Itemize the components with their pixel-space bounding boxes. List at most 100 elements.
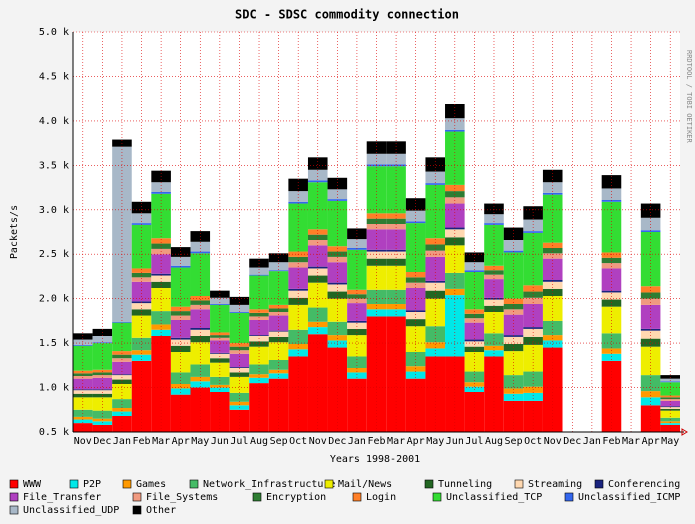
axis-arrow xyxy=(681,428,688,436)
bar-segment xyxy=(170,339,191,346)
bar-segment xyxy=(445,129,465,132)
legend-label: Other xyxy=(146,505,176,516)
bar-segment xyxy=(523,304,543,328)
x-tick-label: Jul xyxy=(230,436,248,447)
x-tick-label: Sep xyxy=(505,436,523,447)
bar-segment xyxy=(523,285,543,292)
bar-segment xyxy=(542,280,563,282)
bar-segment xyxy=(151,182,171,192)
legend-swatch xyxy=(324,479,334,489)
x-tick-label: Feb xyxy=(367,436,385,447)
bar-segment xyxy=(190,251,211,254)
y-tick-label: 3.0 k xyxy=(39,205,69,216)
bar-segment xyxy=(307,229,328,235)
bar-segment xyxy=(229,346,250,351)
bar-segment xyxy=(327,282,348,285)
legend-label: Encryption xyxy=(266,492,326,503)
legend-swatch xyxy=(9,492,19,502)
bar-segment xyxy=(386,309,406,317)
bar-segment xyxy=(425,250,446,257)
bar-segment xyxy=(151,273,171,276)
bar-segment xyxy=(131,303,152,310)
bar-segment xyxy=(405,198,426,211)
bar-segment xyxy=(405,272,426,278)
legend-label: Unclassified_ICMP xyxy=(578,492,680,503)
bar-segment xyxy=(347,322,367,329)
bar-segment xyxy=(366,153,387,165)
bar-segment xyxy=(660,406,680,408)
bar-segment xyxy=(405,221,426,224)
bar-segment xyxy=(210,392,230,432)
bar-segment xyxy=(190,328,211,330)
bar-segment xyxy=(366,224,387,230)
bar-segment xyxy=(366,304,387,310)
bar-segment xyxy=(640,330,661,339)
legend-label: Login xyxy=(366,492,396,503)
bar-segment xyxy=(425,171,446,184)
legend-swatch xyxy=(252,492,262,502)
bar-segment xyxy=(640,232,661,287)
bar-segment xyxy=(92,410,113,419)
bar-segment xyxy=(484,203,504,215)
bar-segment xyxy=(640,304,661,329)
x-tick-label: Jan xyxy=(348,436,366,447)
bar-segment xyxy=(249,275,269,310)
x-tick-label: Apr xyxy=(407,436,425,447)
bar-segment xyxy=(366,141,387,154)
legend-swatch xyxy=(594,479,604,489)
bar-segment xyxy=(170,372,191,384)
bar-segment xyxy=(170,388,191,395)
bar-segment xyxy=(660,423,680,425)
bar-segment xyxy=(268,373,289,379)
bar-segment xyxy=(523,336,543,345)
y-axis-title: Packets/s xyxy=(9,205,20,259)
bar-segment xyxy=(542,253,563,259)
x-tick-label: Feb xyxy=(602,436,620,447)
bar-segment xyxy=(73,416,93,420)
bar-segment xyxy=(445,104,465,119)
bar-segment xyxy=(288,356,308,432)
bar-segment xyxy=(445,227,465,230)
bar-segment xyxy=(386,304,406,310)
bar-segment xyxy=(229,401,250,406)
x-tick-label: Jun xyxy=(446,436,464,447)
bar-segment xyxy=(112,379,132,384)
bar-segment xyxy=(327,298,348,322)
bar-segment xyxy=(151,243,171,249)
bar-segment xyxy=(92,375,113,378)
legend-label: P2P xyxy=(83,479,101,490)
bar-segment xyxy=(386,251,406,259)
legend-label: Games xyxy=(136,479,166,490)
bar-segment xyxy=(112,322,132,352)
bar-segment xyxy=(73,423,93,432)
legend-swatch xyxy=(122,479,132,489)
bar-segment xyxy=(131,268,152,273)
x-tick-label: May xyxy=(191,436,209,447)
bar-segment xyxy=(425,290,446,299)
bar-segment xyxy=(640,230,661,232)
x-tick-label: Mar xyxy=(387,436,405,447)
bar-segment xyxy=(327,291,348,299)
bar-segment xyxy=(73,339,93,345)
legend-swatch xyxy=(69,479,79,489)
bar-segment xyxy=(112,408,132,412)
bar-segment xyxy=(229,376,250,393)
bar-segment xyxy=(307,180,328,183)
bar-segment xyxy=(190,241,211,252)
bar-segment xyxy=(366,309,387,317)
bar-segment xyxy=(660,410,680,418)
bar-segment xyxy=(170,320,191,338)
bar-segment xyxy=(503,393,524,401)
bar-segment xyxy=(73,344,93,346)
y-tick-label: 5.0 k xyxy=(39,27,69,38)
bar-segment xyxy=(112,321,132,323)
bar-segment xyxy=(542,347,563,432)
bar-segment xyxy=(523,297,543,304)
bar-segment xyxy=(288,178,308,192)
bar-segment xyxy=(210,362,230,377)
bar-segment xyxy=(249,346,269,365)
bar-segment xyxy=(268,312,289,316)
bar-segment xyxy=(366,249,387,252)
bar-segment xyxy=(288,262,308,268)
bar-segment xyxy=(73,333,93,340)
